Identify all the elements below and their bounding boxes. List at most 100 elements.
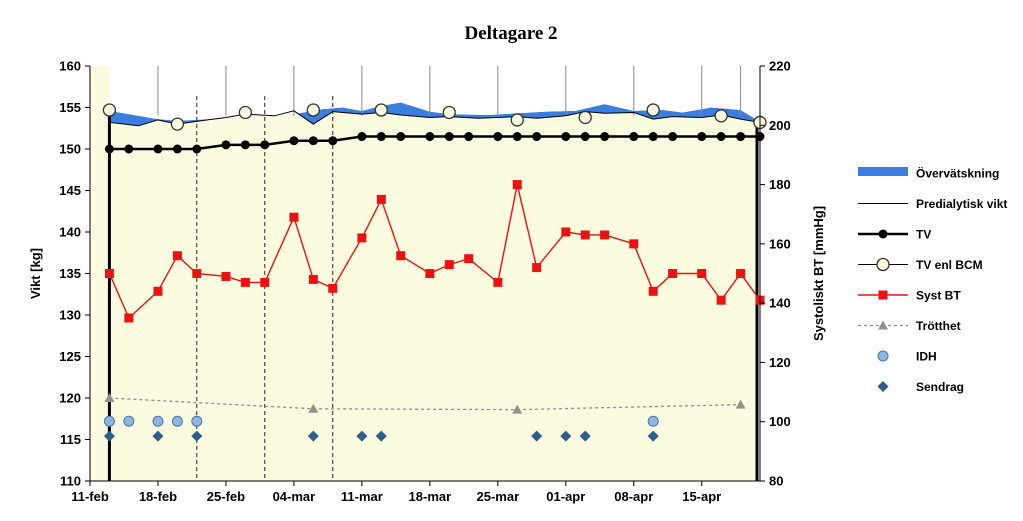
legend-marker-sendrag [877, 381, 889, 392]
point-syst-bt-28 [736, 269, 746, 278]
point-tv-enl-bcm-7 [578, 110, 592, 125]
point-tv-4 [192, 144, 202, 154]
legend-label-tv: TV [916, 228, 931, 242]
y2-axis-label: Systoliskt BT [mmHg] [811, 206, 826, 341]
legend-item-idh: IDH [877, 350, 937, 364]
y2-tick-label-100: 100 [769, 414, 791, 429]
area-top-mask [109, 66, 760, 122]
legend-label-syst-bt: Syst BT [916, 289, 961, 303]
legend-marker-syst-bt [878, 290, 888, 300]
point-sendrag-2 [191, 430, 203, 442]
point-sendrag-0 [103, 430, 115, 442]
point-syst-bt-25 [668, 269, 678, 278]
legend: Övervätskning Predialytisk vikt TV TV enl B… [858, 166, 1007, 394]
point-syst-bt-21 [580, 230, 590, 240]
point-sendrag-6 [531, 430, 543, 442]
point-tv-enl-bcm-1 [170, 117, 185, 131]
point-tv-17 [493, 132, 503, 142]
legend-label-idh: IDH [916, 350, 937, 364]
point-tv-enl-bcm-0 [102, 103, 117, 117]
y-tick-label-130: 130 [59, 308, 81, 323]
point-tv-enl-bcm-6 [510, 113, 524, 127]
point-tv-6 [240, 140, 250, 150]
point-syst-bt-26 [697, 269, 707, 278]
point-sendrag-4 [356, 430, 368, 442]
y2-tick-label-180: 180 [769, 177, 791, 192]
y-tick-label-120: 120 [59, 391, 81, 406]
chart-title: Deltagare 2 [464, 23, 557, 44]
point-tv-enl-bcm-5 [442, 105, 456, 120]
point-tv-0 [104, 144, 114, 154]
legend-item-tr-tthet: Trötthet [858, 319, 961, 333]
overhydration-area-layer [109, 66, 760, 126]
point-tv-enl-bcm-8 [646, 103, 660, 117]
x-tick-label-1: 18-feb [139, 489, 177, 504]
point-idh-3 [171, 415, 183, 427]
point-tv-23 [629, 132, 639, 142]
series-line-tr-tthet [109, 397, 741, 411]
point-tv-2 [153, 144, 163, 154]
y2-tick-label-140: 140 [769, 296, 791, 311]
point-syst-bt-23 [629, 239, 639, 249]
point-syst-bt-10 [328, 283, 338, 293]
point-tv-16 [464, 132, 474, 142]
point-tv-11 [357, 132, 367, 142]
point-sendrag-8 [579, 430, 591, 442]
point-syst-bt-2 [153, 286, 163, 296]
y2-tick-label-220: 220 [769, 59, 791, 74]
point-idh-5 [647, 415, 659, 427]
point-idh-1 [123, 415, 135, 427]
series-layer [102, 103, 767, 442]
x-tick-label-7: 01-apr [546, 489, 585, 504]
y-tick-label-145: 145 [59, 183, 81, 198]
legend-item-sendrag: Sendrag [877, 380, 964, 394]
y2-tick-label-160: 160 [769, 236, 791, 251]
point-tv-enl-bcm-4 [374, 103, 388, 117]
point-syst-bt-13 [396, 251, 406, 261]
y-tick-label-125: 125 [59, 349, 81, 364]
y-tick-label-115: 115 [60, 432, 81, 447]
point-sendrag-1 [152, 430, 164, 442]
point-syst-bt-17 [493, 277, 503, 287]
point-tv-25 [668, 132, 678, 142]
legend-item-tv-enl-bcm: TV enl BCM [858, 257, 983, 272]
y-tick-label-150: 150 [59, 142, 81, 157]
point-tr-tthet-2 [512, 404, 523, 414]
point-syst-bt-15 [444, 260, 454, 270]
legend-marker-tr-tthet [878, 320, 888, 330]
legend-marker-tv-enl-bcm [876, 257, 890, 272]
x-tick-label-4: 11-mar [341, 489, 383, 504]
point-syst-bt-5 [221, 271, 231, 281]
point-syst-bt-9 [308, 274, 318, 284]
legend-swatch--verv-tskning [858, 167, 908, 176]
point-tv-enl-bcm-9 [714, 109, 728, 123]
y-tick-label-140: 140 [59, 225, 81, 240]
y2-tick-label-120: 120 [769, 355, 791, 370]
x-tick-label-2: 25-feb [207, 489, 245, 504]
point-tv-15 [444, 132, 454, 142]
point-syst-bt-14 [425, 269, 435, 278]
legend-marker-tv [878, 229, 888, 239]
point-syst-bt-19 [532, 263, 542, 273]
point-syst-bt-27 [716, 295, 726, 305]
point-tv-28 [736, 132, 746, 142]
plot-area [90, 66, 760, 481]
point-syst-bt-20 [561, 227, 571, 237]
point-tv-14 [425, 132, 435, 142]
x-tick-label-5: 18-mar [409, 489, 452, 504]
x-tick-label-0: 11-feb [71, 489, 109, 504]
point-tv-enl-bcm-2 [238, 105, 253, 120]
point-syst-bt-1 [124, 313, 134, 323]
point-tv-13 [396, 132, 406, 142]
point-tv-3 [172, 144, 182, 154]
point-tv-24 [648, 132, 658, 142]
point-syst-bt-6 [240, 277, 250, 287]
point-tv-8 [289, 136, 299, 146]
point-tv-9 [308, 136, 318, 146]
x-tick-label-8: 08-apr [614, 489, 653, 504]
x-tick-label-9: 15-apr [682, 489, 721, 504]
y2-tick-label-200: 200 [769, 118, 791, 133]
legend-item-syst-bt: Syst BT [858, 289, 961, 303]
point-tv-26 [697, 132, 707, 142]
